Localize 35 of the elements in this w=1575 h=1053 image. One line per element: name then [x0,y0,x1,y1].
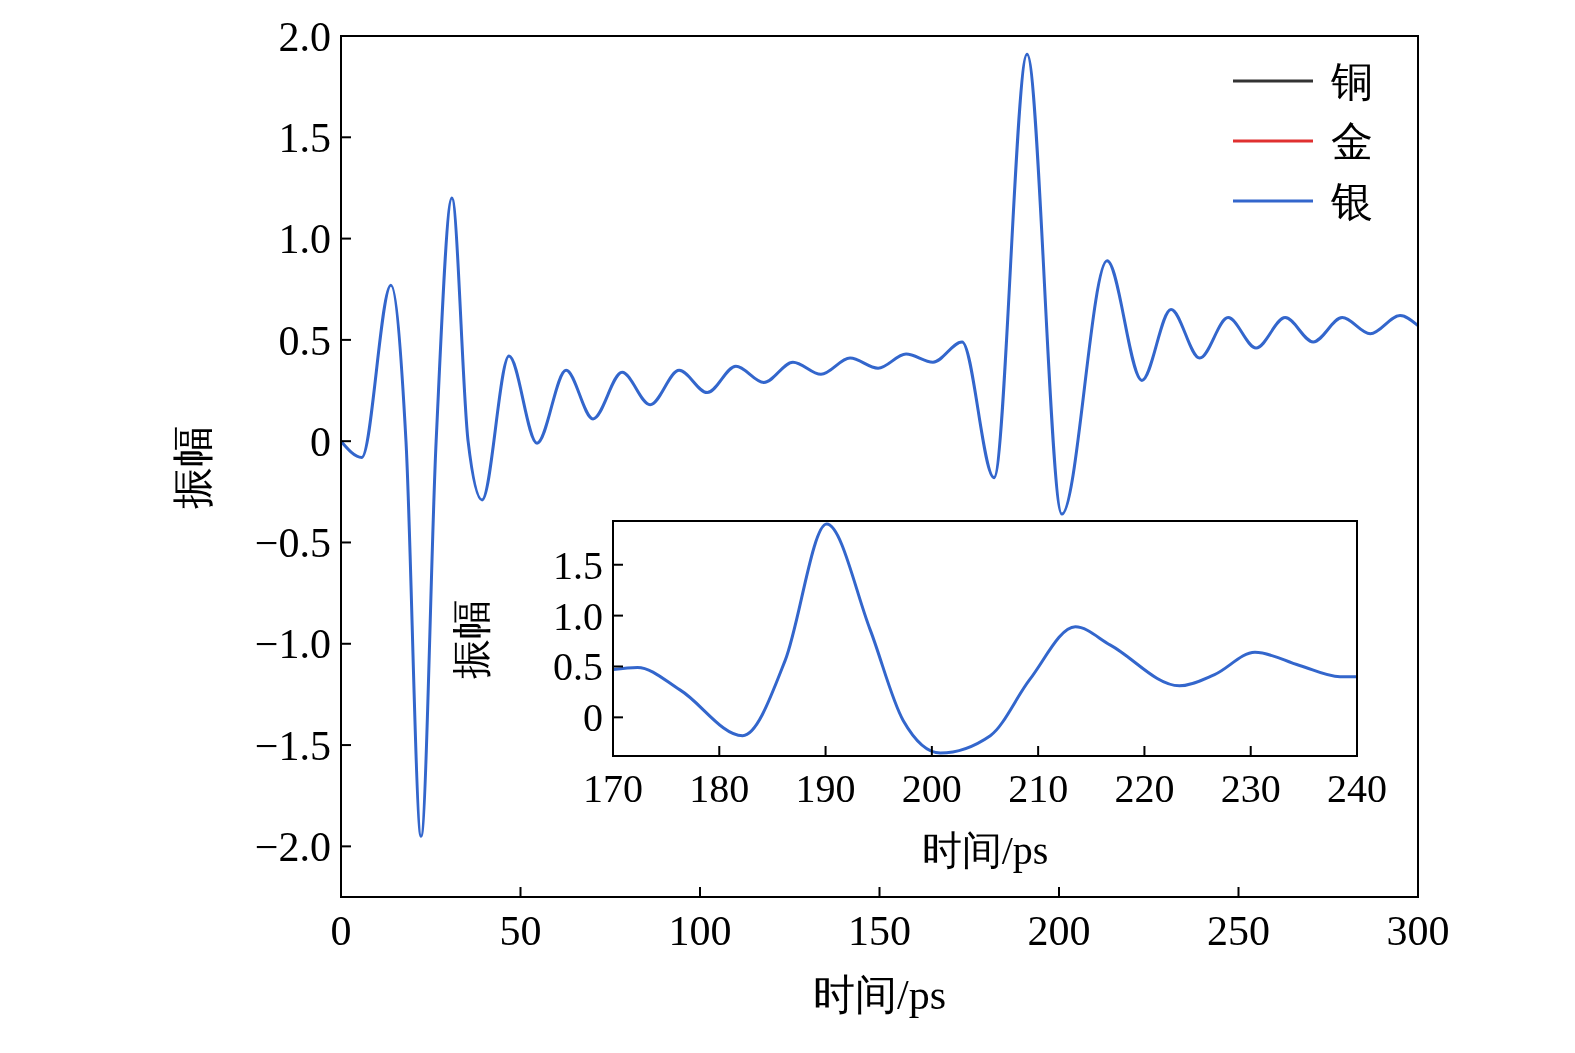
x-tick-label: 210 [1008,766,1069,811]
y-tick-label: 0.5 [553,644,603,690]
y-axis-title: 振幅 [449,598,494,679]
y-tick-label: 1.0 [278,216,331,263]
y-tick-label: −2.0 [254,824,331,871]
x-tick-label: 50 [499,908,542,954]
x-tick-label: 190 [795,766,856,811]
y-tick-label: 1.5 [553,542,603,588]
y-tick-label: 0 [583,695,603,741]
x-tick-label: 300 [1386,908,1450,954]
x-axis-title: 时间/ps [812,972,947,1018]
y-tick-label: 1.5 [278,114,331,161]
x-tick-label: 240 [1327,766,1387,811]
x-tick-label: 180 [689,766,750,811]
y-tick-label: −1.5 [254,722,331,769]
x-tick-label: 230 [1220,766,1281,811]
x-tick-label: 220 [1114,766,1175,811]
y-tick-label: −0.5 [254,520,331,567]
x-tick-label: 150 [848,908,911,954]
y-tick-label: −1.0 [254,621,331,668]
y-tick-label: 2.0 [278,13,331,60]
x-tick-label: 250 [1207,908,1270,954]
x-axis-title: 时间/ps [921,828,1049,873]
x-tick-label: 170 [583,766,643,811]
y-axis-title: 振幅 [169,424,216,509]
legend-label: 银 [1330,178,1373,225]
legend-label: 铜 [1330,58,1373,105]
x-tick-label: 100 [668,908,732,954]
y-tick-label: 0 [310,418,331,465]
x-tick-label: 200 [901,766,962,811]
line-series [611,522,1359,755]
x-tick-label: 200 [1027,908,1091,954]
y-tick-label: 1.0 [553,593,603,639]
y-tick-label: 0.5 [278,317,331,364]
legend-label: 金 [1331,118,1373,165]
